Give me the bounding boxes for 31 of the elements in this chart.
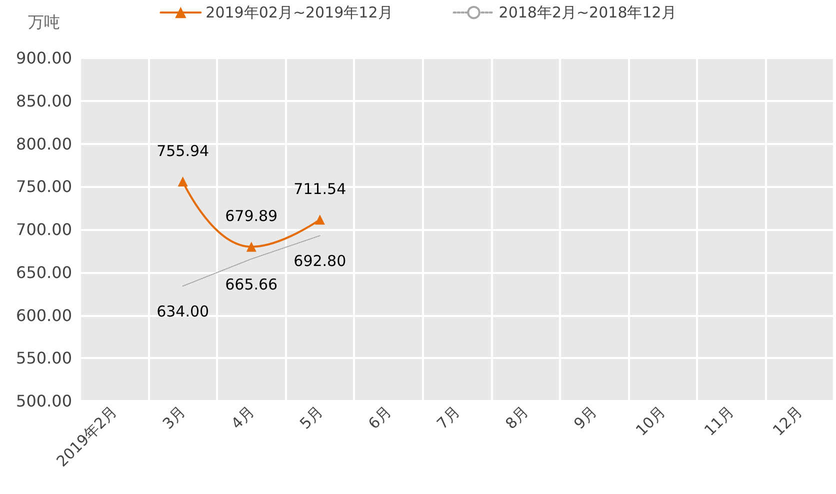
x-tick-label: 9月 xyxy=(570,402,600,433)
x-tick-label: 5月 xyxy=(296,402,326,433)
x-tick-label: 11月 xyxy=(700,402,738,440)
y-tick-label: 600.00 xyxy=(16,306,72,325)
data-label: 755.94 xyxy=(156,142,210,160)
data-label: 692.80 xyxy=(294,252,346,270)
y-tick-label: 700.00 xyxy=(16,220,72,239)
point xyxy=(314,214,325,225)
x-tick-label: 8月 xyxy=(502,402,532,433)
x-tick-label: 10月 xyxy=(632,402,669,440)
y-tick-label: 750.00 xyxy=(16,177,72,196)
data-label: 634.00 xyxy=(156,302,210,321)
x-tick-label: 3月 xyxy=(159,402,190,433)
x-tick-label: 4月 xyxy=(228,402,258,433)
x-tick-label: 12月 xyxy=(769,402,806,440)
y-tick-label: 550.00 xyxy=(16,348,72,368)
legend-label: 2019年02月~2019年12月 xyxy=(206,4,393,22)
y-tick-label: 900.00 xyxy=(16,48,72,68)
x-tick-label: 7月 xyxy=(433,402,464,433)
point xyxy=(246,242,256,252)
y-tick-label: 850.00 xyxy=(16,91,72,110)
legend-label: 2018年2月~2018年12月 xyxy=(498,4,676,22)
y-tick-label: 800.00 xyxy=(16,134,72,154)
data-label: 665.66 xyxy=(225,275,278,294)
point xyxy=(178,176,188,187)
y-axis-title: 万吨 xyxy=(28,12,60,32)
y-tick-label: 500.00 xyxy=(16,392,72,410)
data-label: 679.89 xyxy=(225,207,278,226)
y-tick-label: 650.00 xyxy=(16,262,72,282)
data-label: 711.54 xyxy=(294,180,346,198)
x-tick-label: 6月 xyxy=(364,402,395,433)
